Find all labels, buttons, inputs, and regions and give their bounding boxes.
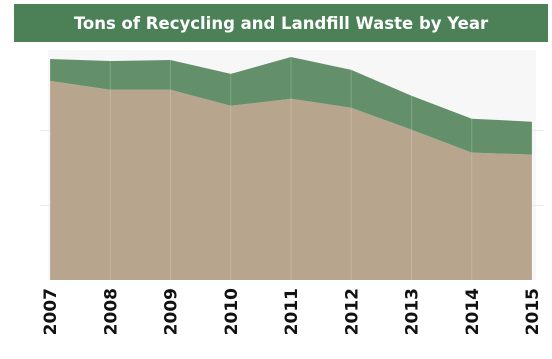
x-tick-label-2015: 2015 [523,288,543,335]
x-tick-label-2014: 2014 [463,288,483,335]
x-tick-label-2007: 2007 [41,288,61,335]
area-series [49,56,533,281]
chart-title: Tons of Recycling and Landfill Waste by … [73,13,489,33]
x-tick-label-2010: 2010 [222,288,242,335]
x-tick-label-2009: 2009 [162,288,182,335]
area-series-2 [50,57,532,155]
x-tick-label-2008: 2008 [101,288,121,335]
x-tick-label-2011: 2011 [282,288,302,335]
title-bar-background [14,4,548,42]
x-tick-label-2013: 2013 [403,288,423,335]
x-tick-label-2012: 2012 [342,288,362,335]
x-tick-labels: 2007 2008 2009 2010 2011 2012 2013 2014 2015 [41,288,543,335]
area-series-1 [50,80,532,281]
